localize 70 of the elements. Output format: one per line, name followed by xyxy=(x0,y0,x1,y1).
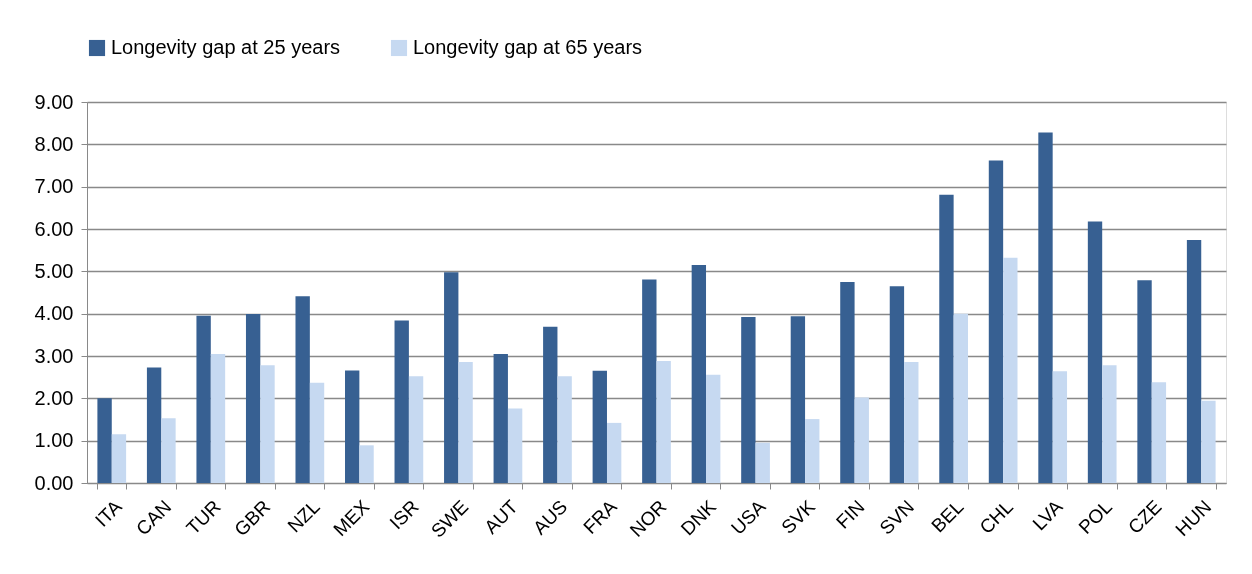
y-tick-label: 4.00 xyxy=(34,302,74,325)
bar xyxy=(790,316,806,483)
bar xyxy=(840,281,855,483)
bar xyxy=(1201,400,1216,483)
bar xyxy=(507,408,523,483)
y-tick-label: 8.00 xyxy=(34,132,74,155)
bar xyxy=(146,367,162,483)
x-tick-label: FRA xyxy=(579,495,622,538)
bar xyxy=(904,361,919,483)
bar xyxy=(1137,280,1152,483)
y-tick-label: 1.00 xyxy=(34,429,74,452)
x-tick-label: FIN xyxy=(832,496,869,533)
bar xyxy=(444,272,459,483)
y-tick-label: 7.00 xyxy=(34,175,74,198)
y-tick-label: 0.00 xyxy=(34,471,74,494)
x-tick-label: ITA xyxy=(90,495,126,531)
legend-label: Longevity gap at 25 years xyxy=(111,36,341,58)
bar xyxy=(557,376,572,483)
bar xyxy=(755,442,770,483)
bar xyxy=(458,361,473,483)
x-tick-label: CZE xyxy=(1123,496,1166,538)
bar xyxy=(161,418,176,483)
bar xyxy=(97,398,112,483)
bar xyxy=(606,422,622,483)
x-tick-label: NZL xyxy=(283,496,324,537)
bar xyxy=(394,320,409,483)
x-tick-label: USA xyxy=(727,495,770,539)
x-tick-label: BEL xyxy=(927,496,968,537)
bar xyxy=(408,376,424,483)
bar xyxy=(295,296,310,483)
bar xyxy=(543,326,558,483)
bar xyxy=(1003,257,1018,483)
bar xyxy=(953,313,968,483)
x-tick-label: TUR xyxy=(182,496,225,539)
bar xyxy=(309,382,325,483)
bar xyxy=(656,361,671,483)
bar xyxy=(1038,132,1053,483)
y-tick-label: 2.00 xyxy=(34,386,74,409)
bar xyxy=(1186,240,1202,483)
bar xyxy=(111,434,127,483)
bar xyxy=(1151,382,1167,483)
x-tick-label: POL xyxy=(1074,496,1117,538)
bar xyxy=(345,370,360,483)
bar xyxy=(854,397,869,483)
bar xyxy=(939,194,954,483)
x-tick-label: CHL xyxy=(975,496,1018,538)
bar xyxy=(706,374,721,483)
bar xyxy=(592,370,607,483)
x-tick-label: LVA xyxy=(1028,495,1067,535)
bar xyxy=(260,365,275,483)
bar xyxy=(805,419,820,483)
bar xyxy=(741,317,756,483)
bar xyxy=(245,314,261,483)
bar xyxy=(493,353,508,483)
bar xyxy=(642,279,657,483)
y-tick-label: 5.00 xyxy=(34,259,74,282)
legend-label: Longevity gap at 65 years xyxy=(413,36,643,58)
bar xyxy=(359,445,374,483)
bar xyxy=(1052,371,1068,483)
bar xyxy=(196,315,211,483)
bar xyxy=(210,353,226,483)
x-tick-label: ISR xyxy=(385,496,423,534)
bar xyxy=(691,264,707,483)
bar xyxy=(988,160,1004,483)
bar xyxy=(1087,221,1103,483)
bar xyxy=(889,286,905,483)
y-tick-label: 9.00 xyxy=(34,90,74,113)
bar xyxy=(1102,365,1117,483)
y-tick-label: 6.00 xyxy=(34,217,74,240)
y-tick-label: 3.00 xyxy=(34,344,74,367)
